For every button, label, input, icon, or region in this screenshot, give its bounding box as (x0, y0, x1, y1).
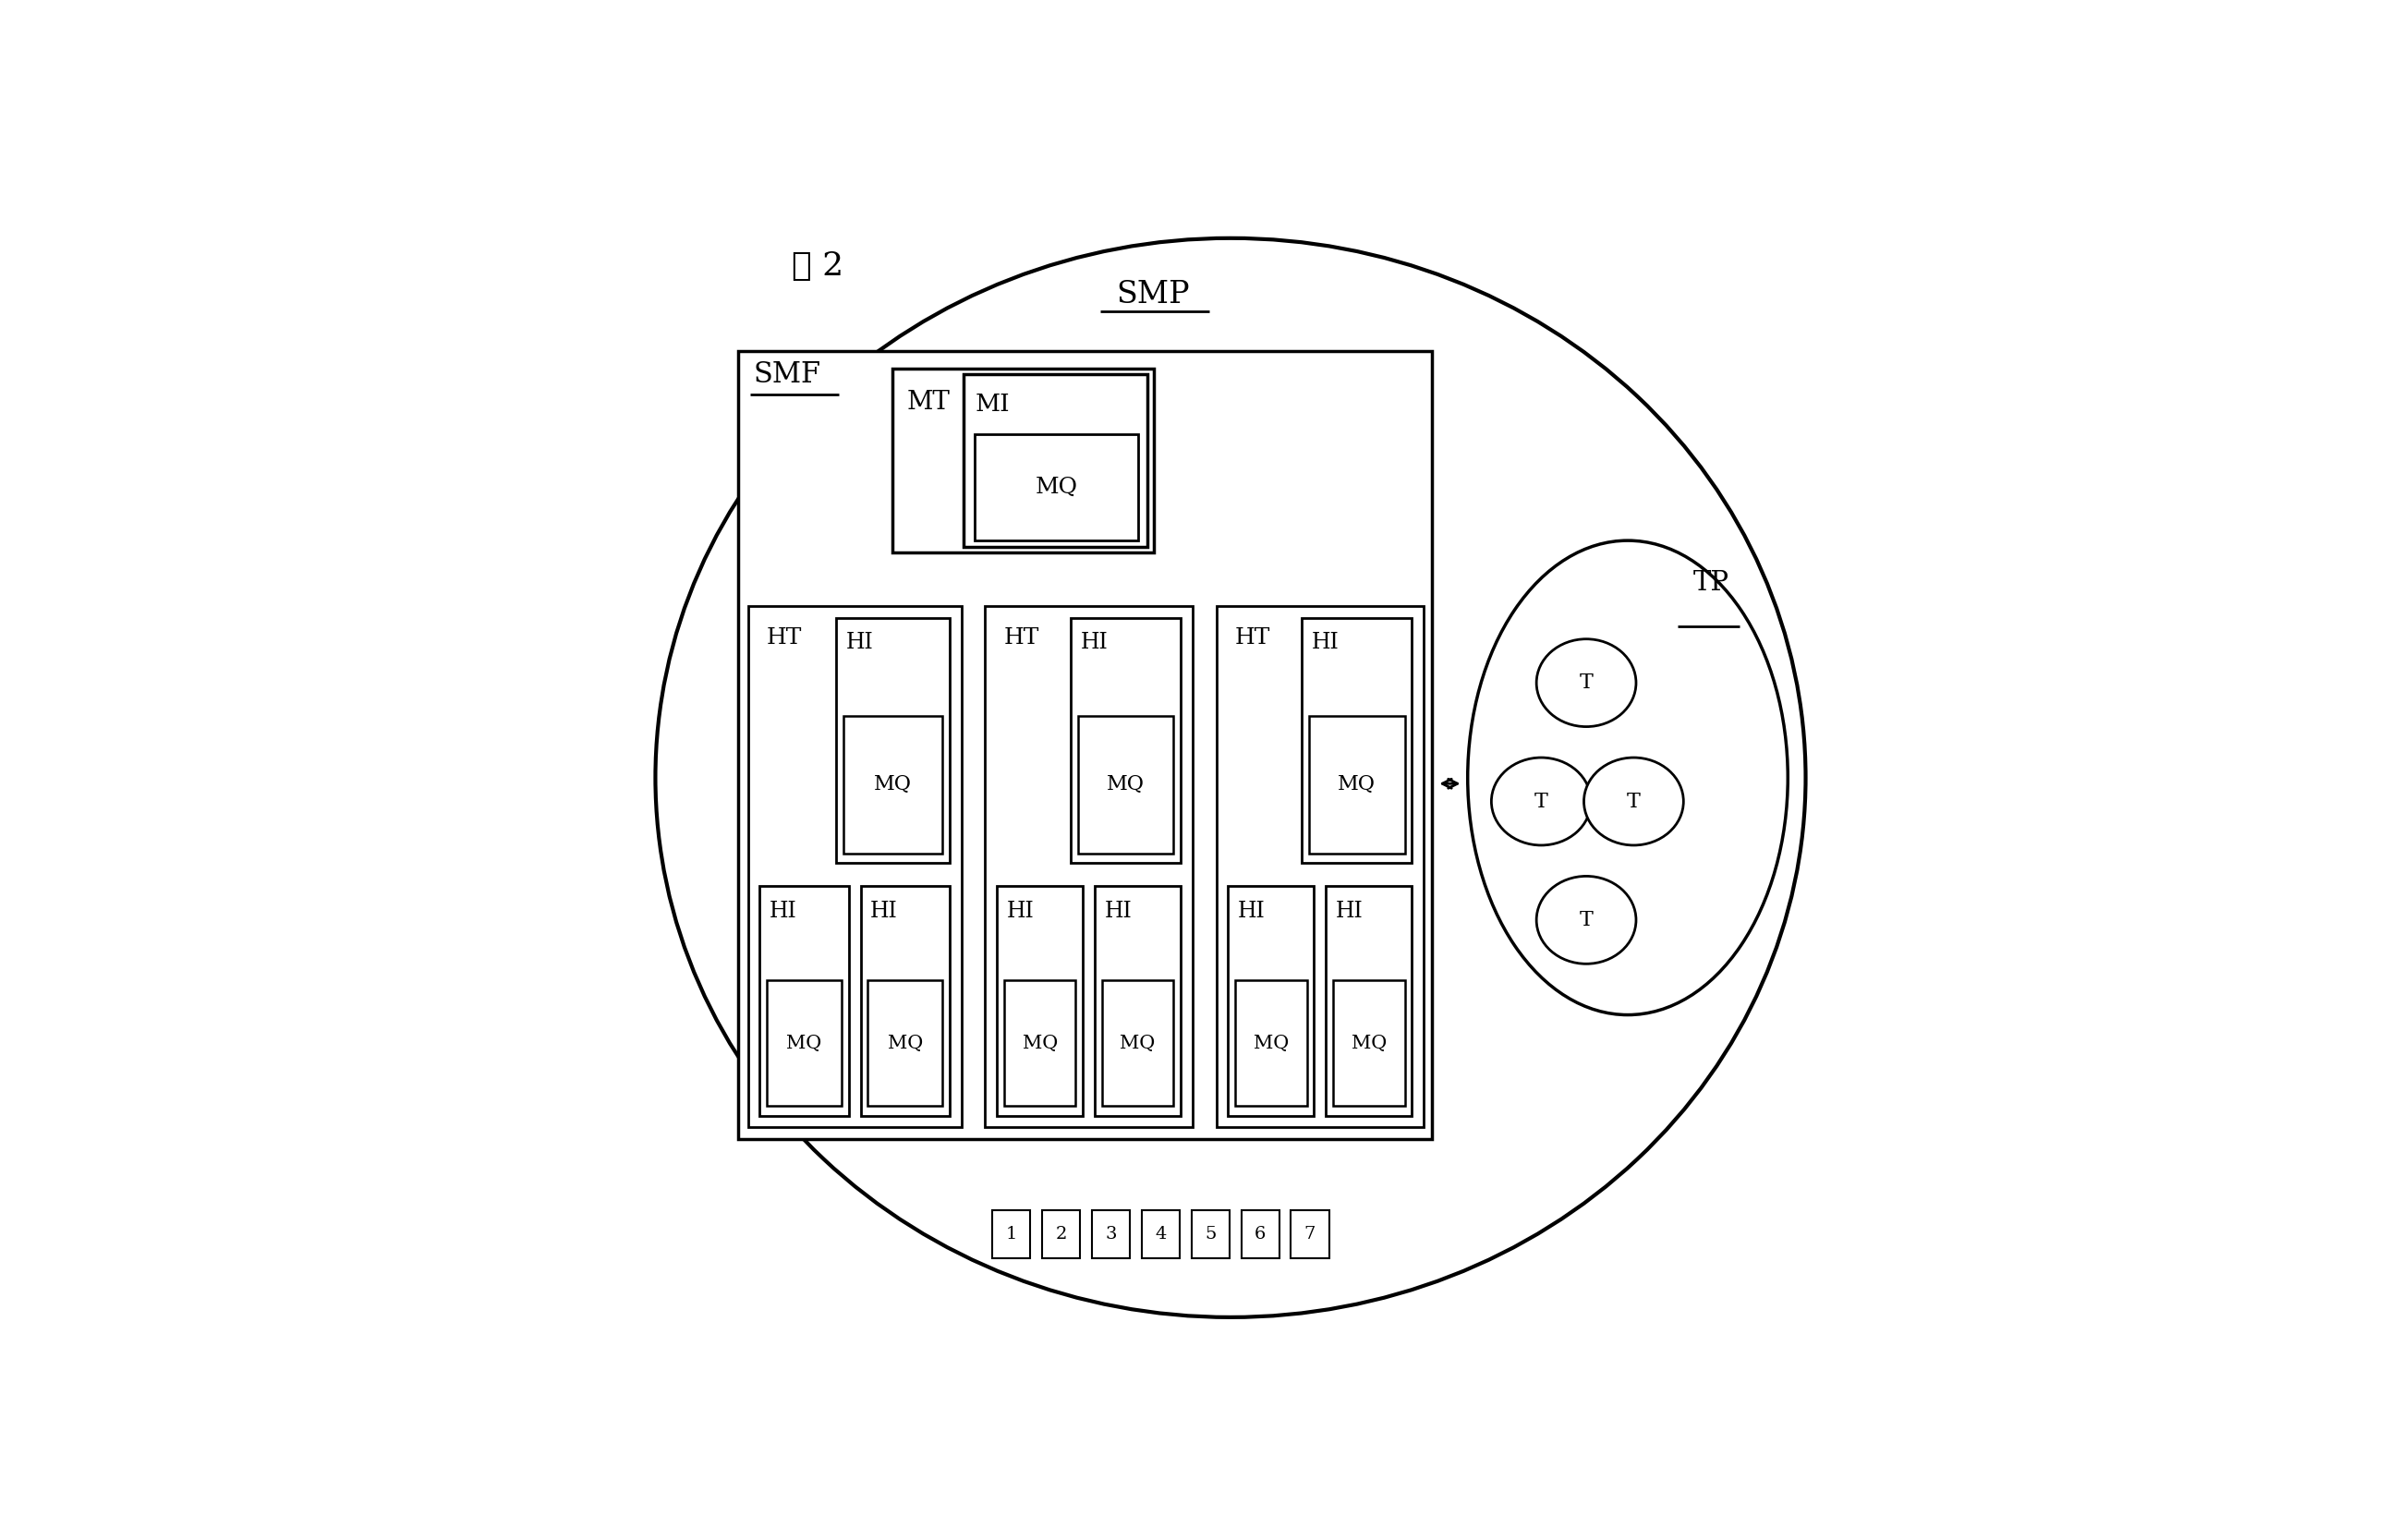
Bar (766, 979, 843, 1106)
Text: MI: MI (975, 393, 1011, 416)
Text: MQ: MQ (1352, 1035, 1388, 1052)
Ellipse shape (1537, 876, 1635, 964)
Text: HI: HI (1237, 901, 1265, 921)
Bar (963, 374, 1148, 547)
Bar (1292, 1210, 1328, 1258)
Text: T: T (1628, 792, 1640, 812)
Text: HI: HI (1104, 901, 1131, 921)
Text: MQ: MQ (1035, 476, 1078, 497)
Text: HT: HT (1234, 627, 1270, 648)
Bar (1217, 605, 1424, 1127)
Text: MQ: MQ (874, 775, 912, 795)
Text: MQ: MQ (1107, 775, 1145, 795)
Text: SMF: SMF (754, 360, 821, 388)
Text: MQ: MQ (1119, 1035, 1155, 1052)
Bar (867, 979, 941, 1106)
Text: MQ: MQ (1023, 1035, 1056, 1052)
Text: HT: HT (766, 627, 802, 648)
Bar (1229, 886, 1313, 1115)
Text: 3: 3 (1104, 1226, 1116, 1243)
Ellipse shape (655, 239, 1806, 1317)
Text: 图 2: 图 2 (792, 249, 843, 282)
Text: TP: TP (1693, 570, 1729, 596)
Text: HT: HT (1004, 627, 1040, 648)
Bar (1325, 886, 1412, 1115)
Bar (1309, 716, 1405, 853)
Bar (1078, 716, 1174, 853)
Text: 1: 1 (1006, 1226, 1018, 1243)
Text: 7: 7 (1304, 1226, 1316, 1243)
Bar (1191, 1210, 1229, 1258)
Text: MQ: MQ (1253, 1035, 1289, 1052)
Bar (1301, 618, 1412, 862)
Text: HI: HI (1335, 901, 1364, 921)
Bar (996, 886, 1083, 1115)
Bar (1234, 979, 1306, 1106)
Bar (759, 886, 848, 1115)
Text: HI: HI (1006, 901, 1035, 921)
Ellipse shape (1585, 758, 1683, 845)
Ellipse shape (1491, 758, 1592, 845)
Text: MQ: MQ (888, 1035, 922, 1052)
Bar (1042, 1210, 1080, 1258)
Ellipse shape (1467, 541, 1789, 1015)
Text: 6: 6 (1253, 1226, 1265, 1243)
Text: MQ: MQ (1337, 775, 1376, 795)
Bar (860, 886, 948, 1115)
Bar (843, 716, 941, 853)
Text: T: T (1580, 910, 1594, 930)
Bar (984, 605, 1193, 1127)
Bar (1092, 1210, 1131, 1258)
Bar (893, 368, 1152, 553)
Bar (975, 434, 1138, 541)
Bar (1140, 1210, 1179, 1258)
Text: HI: HI (768, 901, 797, 921)
Bar (740, 351, 1431, 1140)
Text: HI: HI (1311, 631, 1340, 653)
Bar (836, 618, 948, 862)
Bar (1004, 979, 1076, 1106)
Text: MT: MT (908, 390, 951, 414)
Text: T: T (1534, 792, 1549, 812)
Bar (1333, 979, 1405, 1106)
Text: HI: HI (869, 901, 898, 921)
Bar (1095, 886, 1181, 1115)
Text: SMP: SMP (1116, 280, 1191, 310)
Ellipse shape (1537, 639, 1635, 727)
Bar (1071, 618, 1181, 862)
Text: MQ: MQ (788, 1035, 821, 1052)
Text: 5: 5 (1205, 1226, 1215, 1243)
Bar (747, 605, 960, 1127)
Text: 4: 4 (1155, 1226, 1167, 1243)
Text: 2: 2 (1054, 1226, 1066, 1243)
Bar (1102, 979, 1174, 1106)
Bar (992, 1210, 1030, 1258)
Text: HI: HI (1080, 631, 1107, 653)
Text: T: T (1580, 673, 1594, 693)
Bar (1241, 1210, 1280, 1258)
Text: HI: HI (845, 631, 874, 653)
